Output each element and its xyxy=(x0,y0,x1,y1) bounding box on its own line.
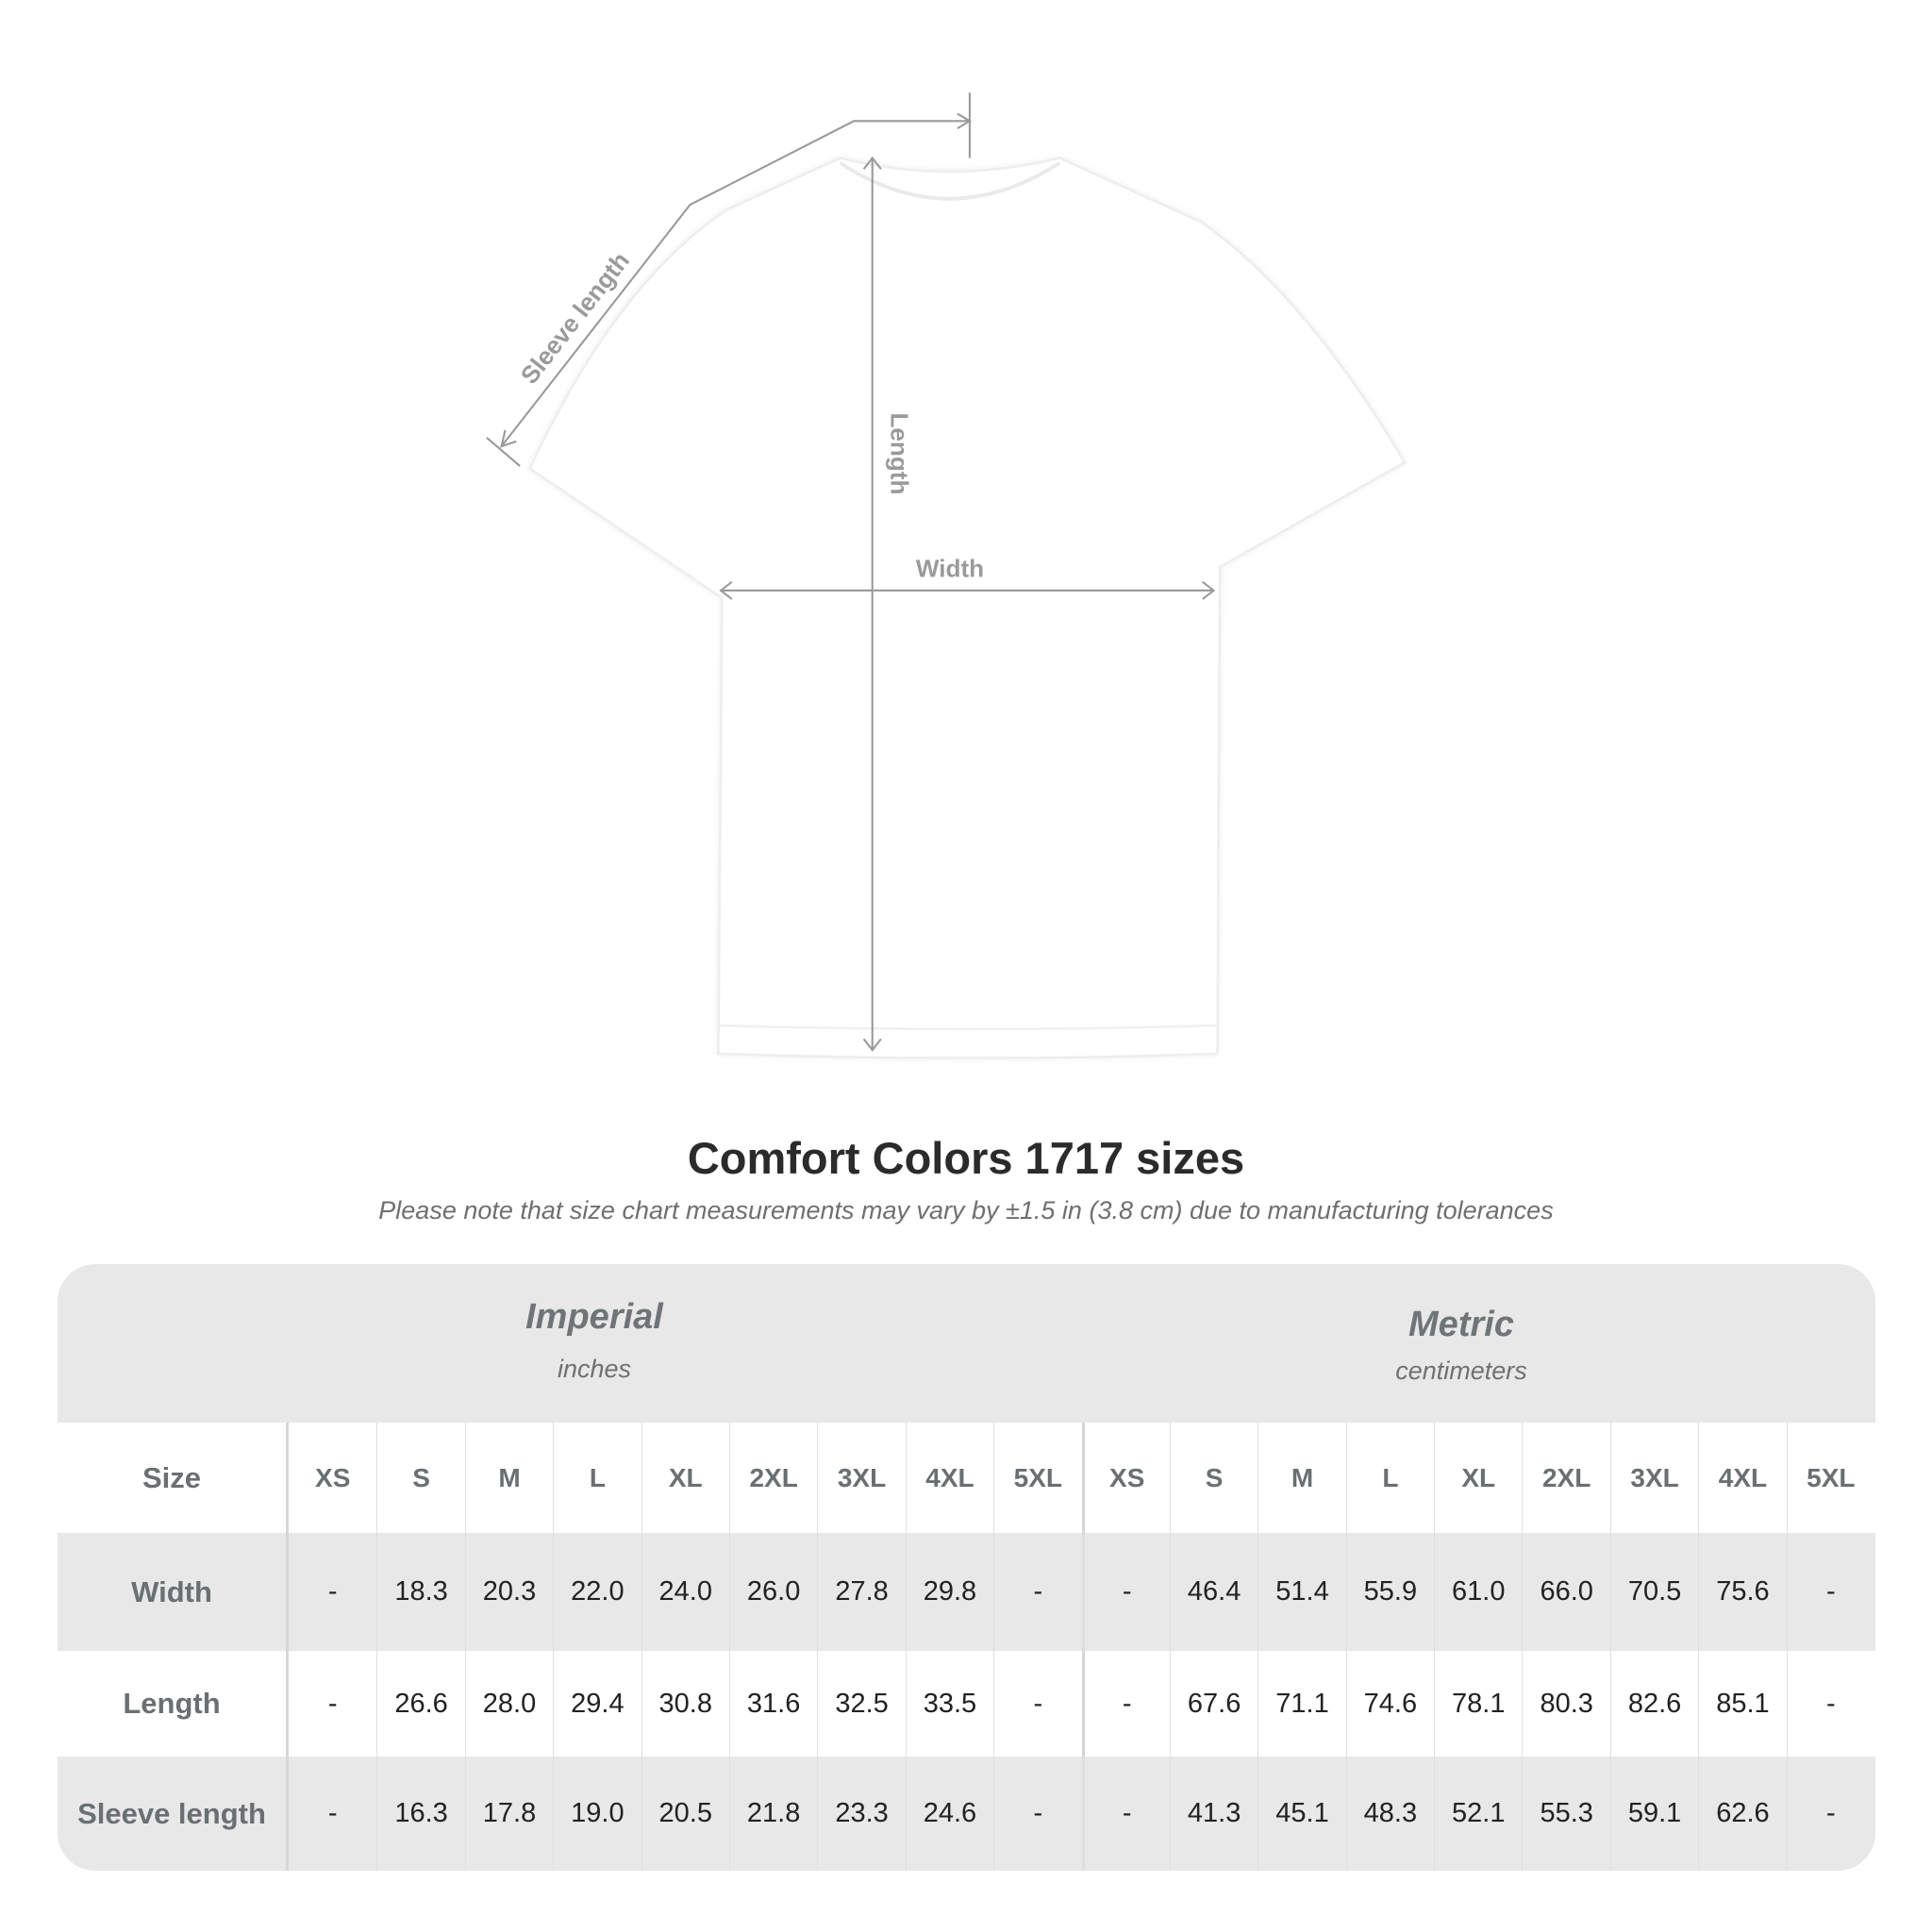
metric-value-cell: 45.1 xyxy=(1257,1757,1345,1871)
metric-value-cell: 85.1 xyxy=(1698,1651,1786,1757)
metric-value-cell: 78.1 xyxy=(1434,1651,1522,1757)
imperial-value-cell: 32.5 xyxy=(817,1651,905,1757)
imperial-size-xs: XS xyxy=(315,1462,351,1492)
metric-value-cell: 41.3 xyxy=(1169,1757,1257,1871)
metric-size-s: S xyxy=(1169,1423,1257,1533)
imperial-value-cell: 19.0 xyxy=(553,1757,641,1871)
metric-value-cell: 71.1 xyxy=(1257,1651,1345,1757)
imperial-value-cell: 17.8 xyxy=(464,1757,553,1871)
imperial-value-cell: - xyxy=(327,1688,338,1719)
imperial-value-cell: 31.6 xyxy=(728,1651,817,1757)
imperial-size-3xl: 3XL xyxy=(817,1423,905,1533)
imperial-unit: inches xyxy=(557,1355,632,1383)
table-row-width: Width -18.3 20.3 22.0 24.0 26.0 27.8 29.8- -46.4… xyxy=(58,1533,1875,1651)
tshirt-measurement-diagram: Sleeve length Length Width xyxy=(486,92,1407,1059)
imperial-size-l: L xyxy=(553,1423,641,1533)
imperial-value-cell: 21.8 xyxy=(728,1757,817,1871)
size-header-row: Size XS S M L XL 2XL 3XL 4XL 5XL XS S M L XL 2XL 3XL 4XL 5… xyxy=(58,1423,1875,1533)
metric-size-4xl: 4XL xyxy=(1698,1423,1786,1533)
imperial-value-cell: 27.8 xyxy=(817,1533,905,1651)
metric-header: Metric centimeters xyxy=(1273,1305,1650,1386)
imperial-size-2xl: 2XL xyxy=(728,1423,817,1533)
imperial-value-cell: 33.5 xyxy=(905,1651,993,1757)
metric-size-3xl: 3XL xyxy=(1609,1423,1698,1533)
metric-value-cell: 51.4 xyxy=(1257,1533,1345,1651)
metric-value-cell: - xyxy=(1786,1533,1874,1651)
tolerance-note: Please note that size chart measurements… xyxy=(378,1196,1554,1224)
metric-size-l: L xyxy=(1345,1423,1434,1533)
table-row-sleeve-length: Sleeve length - 16.3 17.8 19.0 20.5 21.8 23.3 24… xyxy=(58,1757,1875,1871)
table-row-length: Length -26.6 28.0 29.4 30.8 31.6 32.5 33.5- -67.… xyxy=(58,1651,1875,1757)
metric-value-cell: 52.1 xyxy=(1434,1757,1522,1871)
metric-value-cell: - xyxy=(1081,1533,1170,1651)
metric-size-2xl: 2XL xyxy=(1522,1423,1609,1533)
imperial-header: Imperial inches xyxy=(406,1297,783,1384)
length-label: Length xyxy=(885,412,913,494)
metric-size-xs: XS xyxy=(1081,1423,1170,1533)
metric-value-cell: - xyxy=(1081,1757,1170,1871)
metric-unit: centimeters xyxy=(1395,1357,1527,1385)
metric-value-cell: 74.6 xyxy=(1345,1651,1434,1757)
imperial-value-cell: 28.0 xyxy=(464,1651,553,1757)
imperial-value-cell: 20.5 xyxy=(641,1757,729,1871)
imperial-value-cell: 30.8 xyxy=(641,1651,729,1757)
metric-value-cell: - xyxy=(1786,1651,1874,1757)
metric-value-cell: 59.1 xyxy=(1609,1757,1698,1871)
size-table: Imperial inches Metric centimeters Size X… xyxy=(58,1264,1875,1871)
row-label: Width xyxy=(58,1533,289,1651)
imperial-value-cell: - xyxy=(327,1798,338,1828)
imperial-title: Imperial xyxy=(525,1297,663,1337)
imperial-value-cell: 16.3 xyxy=(376,1757,464,1871)
metric-value-cell: 55.3 xyxy=(1522,1757,1609,1871)
metric-value-cell: 61.0 xyxy=(1434,1533,1522,1651)
imperial-value-cell: 29.4 xyxy=(553,1651,641,1757)
metric-value-cell: 48.3 xyxy=(1345,1757,1434,1871)
sleeve-length-line xyxy=(486,92,972,467)
metric-value-cell: 67.6 xyxy=(1169,1651,1257,1757)
imperial-value-cell: - xyxy=(327,1576,338,1607)
imperial-value-cell: 20.3 xyxy=(464,1533,553,1651)
metric-size-5xl: 5XL xyxy=(1786,1423,1874,1533)
imperial-value-cell: - xyxy=(993,1757,1081,1871)
metric-value-cell: 75.6 xyxy=(1698,1533,1786,1651)
metric-value-cell: 80.3 xyxy=(1522,1651,1609,1757)
imperial-value-cell: 18.3 xyxy=(376,1533,464,1651)
width-label: Width xyxy=(916,555,984,583)
imperial-value-cell: 26.0 xyxy=(728,1533,817,1651)
width-line xyxy=(719,580,1216,600)
metric-value-cell: 82.6 xyxy=(1609,1651,1698,1757)
metric-size-xl: XL xyxy=(1434,1423,1522,1533)
row-label: Sleeve length xyxy=(58,1757,289,1871)
metric-value-cell: - xyxy=(1786,1757,1874,1871)
imperial-value-cell: 23.3 xyxy=(817,1757,905,1871)
imperial-value-cell: 24.0 xyxy=(641,1533,729,1651)
metric-title: Metric xyxy=(1408,1305,1514,1344)
imperial-size-4xl: 4XL xyxy=(905,1423,993,1533)
imperial-value-cell: 22.0 xyxy=(553,1533,641,1651)
metric-value-cell: 66.0 xyxy=(1522,1533,1609,1651)
length-line xyxy=(862,156,882,1052)
imperial-size-5xl: 5XL xyxy=(993,1423,1081,1533)
imperial-size-xl: XL xyxy=(641,1423,729,1533)
tshirt-image xyxy=(527,157,1407,1059)
metric-value-cell: - xyxy=(1081,1651,1170,1757)
imperial-size-s: S xyxy=(376,1423,464,1533)
metric-value-cell: 70.5 xyxy=(1609,1533,1698,1651)
unit-header-band xyxy=(58,1264,1875,1423)
row-label: Length xyxy=(58,1651,289,1757)
imperial-value-cell: 26.6 xyxy=(376,1651,464,1757)
imperial-value-cell: - xyxy=(993,1651,1081,1757)
chart-title: Comfort Colors 1717 sizes xyxy=(687,1133,1245,1183)
metric-value-cell: 62.6 xyxy=(1698,1757,1786,1871)
metric-value-cell: 46.4 xyxy=(1169,1533,1257,1651)
metric-size-m: M xyxy=(1257,1423,1345,1533)
imperial-size-m: M xyxy=(464,1423,553,1533)
size-header-label: Size xyxy=(58,1423,289,1533)
imperial-value-cell: 29.8 xyxy=(905,1533,993,1651)
imperial-value-cell: 24.6 xyxy=(905,1757,993,1871)
imperial-value-cell: - xyxy=(993,1533,1081,1651)
metric-value-cell: 55.9 xyxy=(1345,1533,1434,1651)
